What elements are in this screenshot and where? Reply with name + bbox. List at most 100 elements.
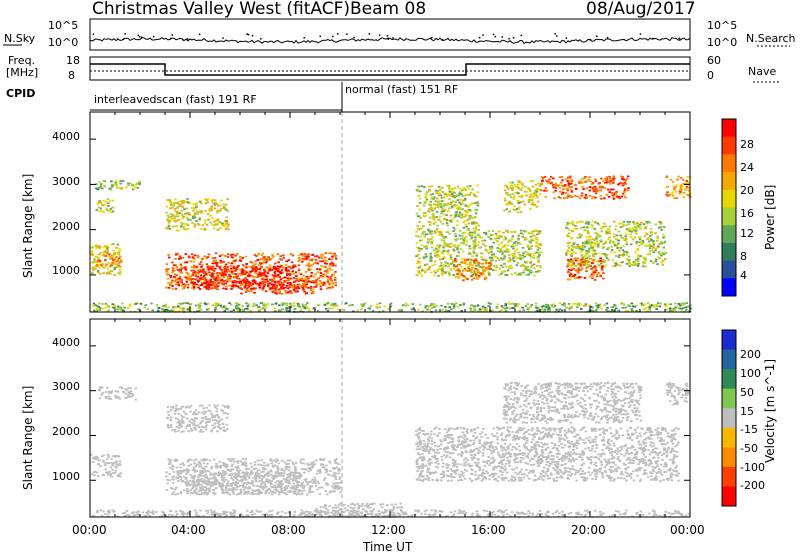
velocity-cell — [107, 471, 111, 473]
velocity-cell — [310, 461, 313, 464]
velocity-cell — [235, 488, 238, 491]
power-cell — [127, 182, 130, 185]
power-cell — [286, 282, 289, 284]
power-cell — [306, 286, 310, 289]
power-cell — [431, 217, 434, 220]
power-cell — [576, 257, 579, 260]
power-cell — [171, 206, 174, 209]
velocity-cell — [221, 469, 225, 472]
power-cell — [415, 242, 419, 245]
power-cell — [171, 271, 174, 274]
power-cell — [500, 272, 503, 275]
velocity-cell — [285, 487, 289, 490]
power-cell — [511, 181, 514, 184]
power-cell — [569, 177, 572, 179]
power-cell — [509, 264, 512, 267]
power-cell — [166, 214, 170, 217]
power-cell — [592, 255, 595, 258]
power-cell — [589, 194, 592, 197]
velocity-cell — [172, 471, 176, 473]
power-cell — [169, 201, 172, 204]
power-cell — [605, 257, 609, 259]
power-cell — [166, 227, 169, 230]
power-cell — [455, 265, 458, 268]
power-cell — [456, 263, 460, 266]
power-cell — [430, 196, 434, 199]
power-cell — [623, 238, 626, 241]
velocity-cell — [323, 479, 326, 481]
power-cell — [323, 281, 326, 284]
power-cell — [102, 253, 106, 256]
power-cell — [204, 228, 207, 231]
power-cell — [319, 288, 323, 291]
velocity-cell — [185, 484, 189, 487]
power-cell — [177, 284, 181, 287]
power-cell — [207, 286, 210, 289]
power-cell — [219, 265, 222, 268]
power-cell — [227, 262, 230, 264]
power-cell — [259, 262, 263, 265]
power-cell — [228, 277, 232, 280]
power-cell — [676, 178, 679, 181]
power-cell — [270, 269, 274, 271]
power-cell — [588, 186, 592, 188]
power-cell — [438, 230, 442, 233]
power-cell — [261, 282, 265, 285]
power-cell — [322, 284, 325, 286]
power-cell — [423, 257, 426, 260]
power-cell — [286, 274, 289, 276]
power-cell — [188, 213, 192, 216]
power-cell — [243, 308, 247, 310]
power-cell — [129, 182, 132, 185]
power-cell — [516, 262, 520, 264]
velocity-cell — [297, 490, 301, 493]
power-cell — [274, 268, 278, 271]
power-cell — [512, 257, 515, 260]
velocity-cell — [311, 490, 315, 493]
power-cell — [144, 304, 148, 306]
power-cell — [566, 249, 569, 251]
velocity-cell — [254, 463, 257, 466]
power-cell — [200, 212, 203, 214]
power-cell — [118, 187, 121, 189]
velocity-cell — [106, 458, 109, 460]
power-cell — [461, 202, 465, 205]
power-cell — [601, 266, 604, 269]
power-cell — [423, 200, 427, 203]
power-cell — [214, 202, 218, 205]
power-cell — [442, 213, 446, 216]
power-cell — [418, 221, 421, 223]
power-cell — [596, 222, 599, 225]
power-cell — [244, 284, 248, 287]
power-cell — [169, 203, 173, 206]
velocity-cell — [198, 411, 201, 414]
power-cell — [260, 258, 263, 260]
power-cell — [538, 247, 541, 250]
power-cell — [578, 197, 582, 200]
power-cell — [572, 245, 575, 248]
power-cell — [330, 304, 333, 307]
power-cell — [305, 283, 309, 286]
power-cell — [432, 223, 436, 225]
power-cell — [593, 242, 597, 244]
power-cell — [595, 190, 598, 193]
power-cell — [612, 197, 616, 200]
power-cell — [92, 245, 95, 248]
velocity-cell — [204, 426, 207, 428]
power-cell — [472, 269, 476, 272]
power-cell — [490, 253, 494, 256]
power-cell — [198, 270, 201, 273]
nsearch-dot — [332, 35, 334, 38]
power-cell — [476, 268, 479, 271]
power-cell — [543, 189, 546, 192]
power-cell — [650, 233, 653, 236]
power-cell — [233, 266, 236, 269]
power-cell — [594, 267, 598, 269]
power-cell — [614, 262, 617, 265]
power-cell — [531, 185, 535, 188]
power-cell — [263, 268, 266, 271]
power-cell — [296, 286, 299, 288]
power-cell — [507, 302, 510, 305]
power-cell — [429, 208, 432, 210]
power-cell — [425, 263, 429, 266]
